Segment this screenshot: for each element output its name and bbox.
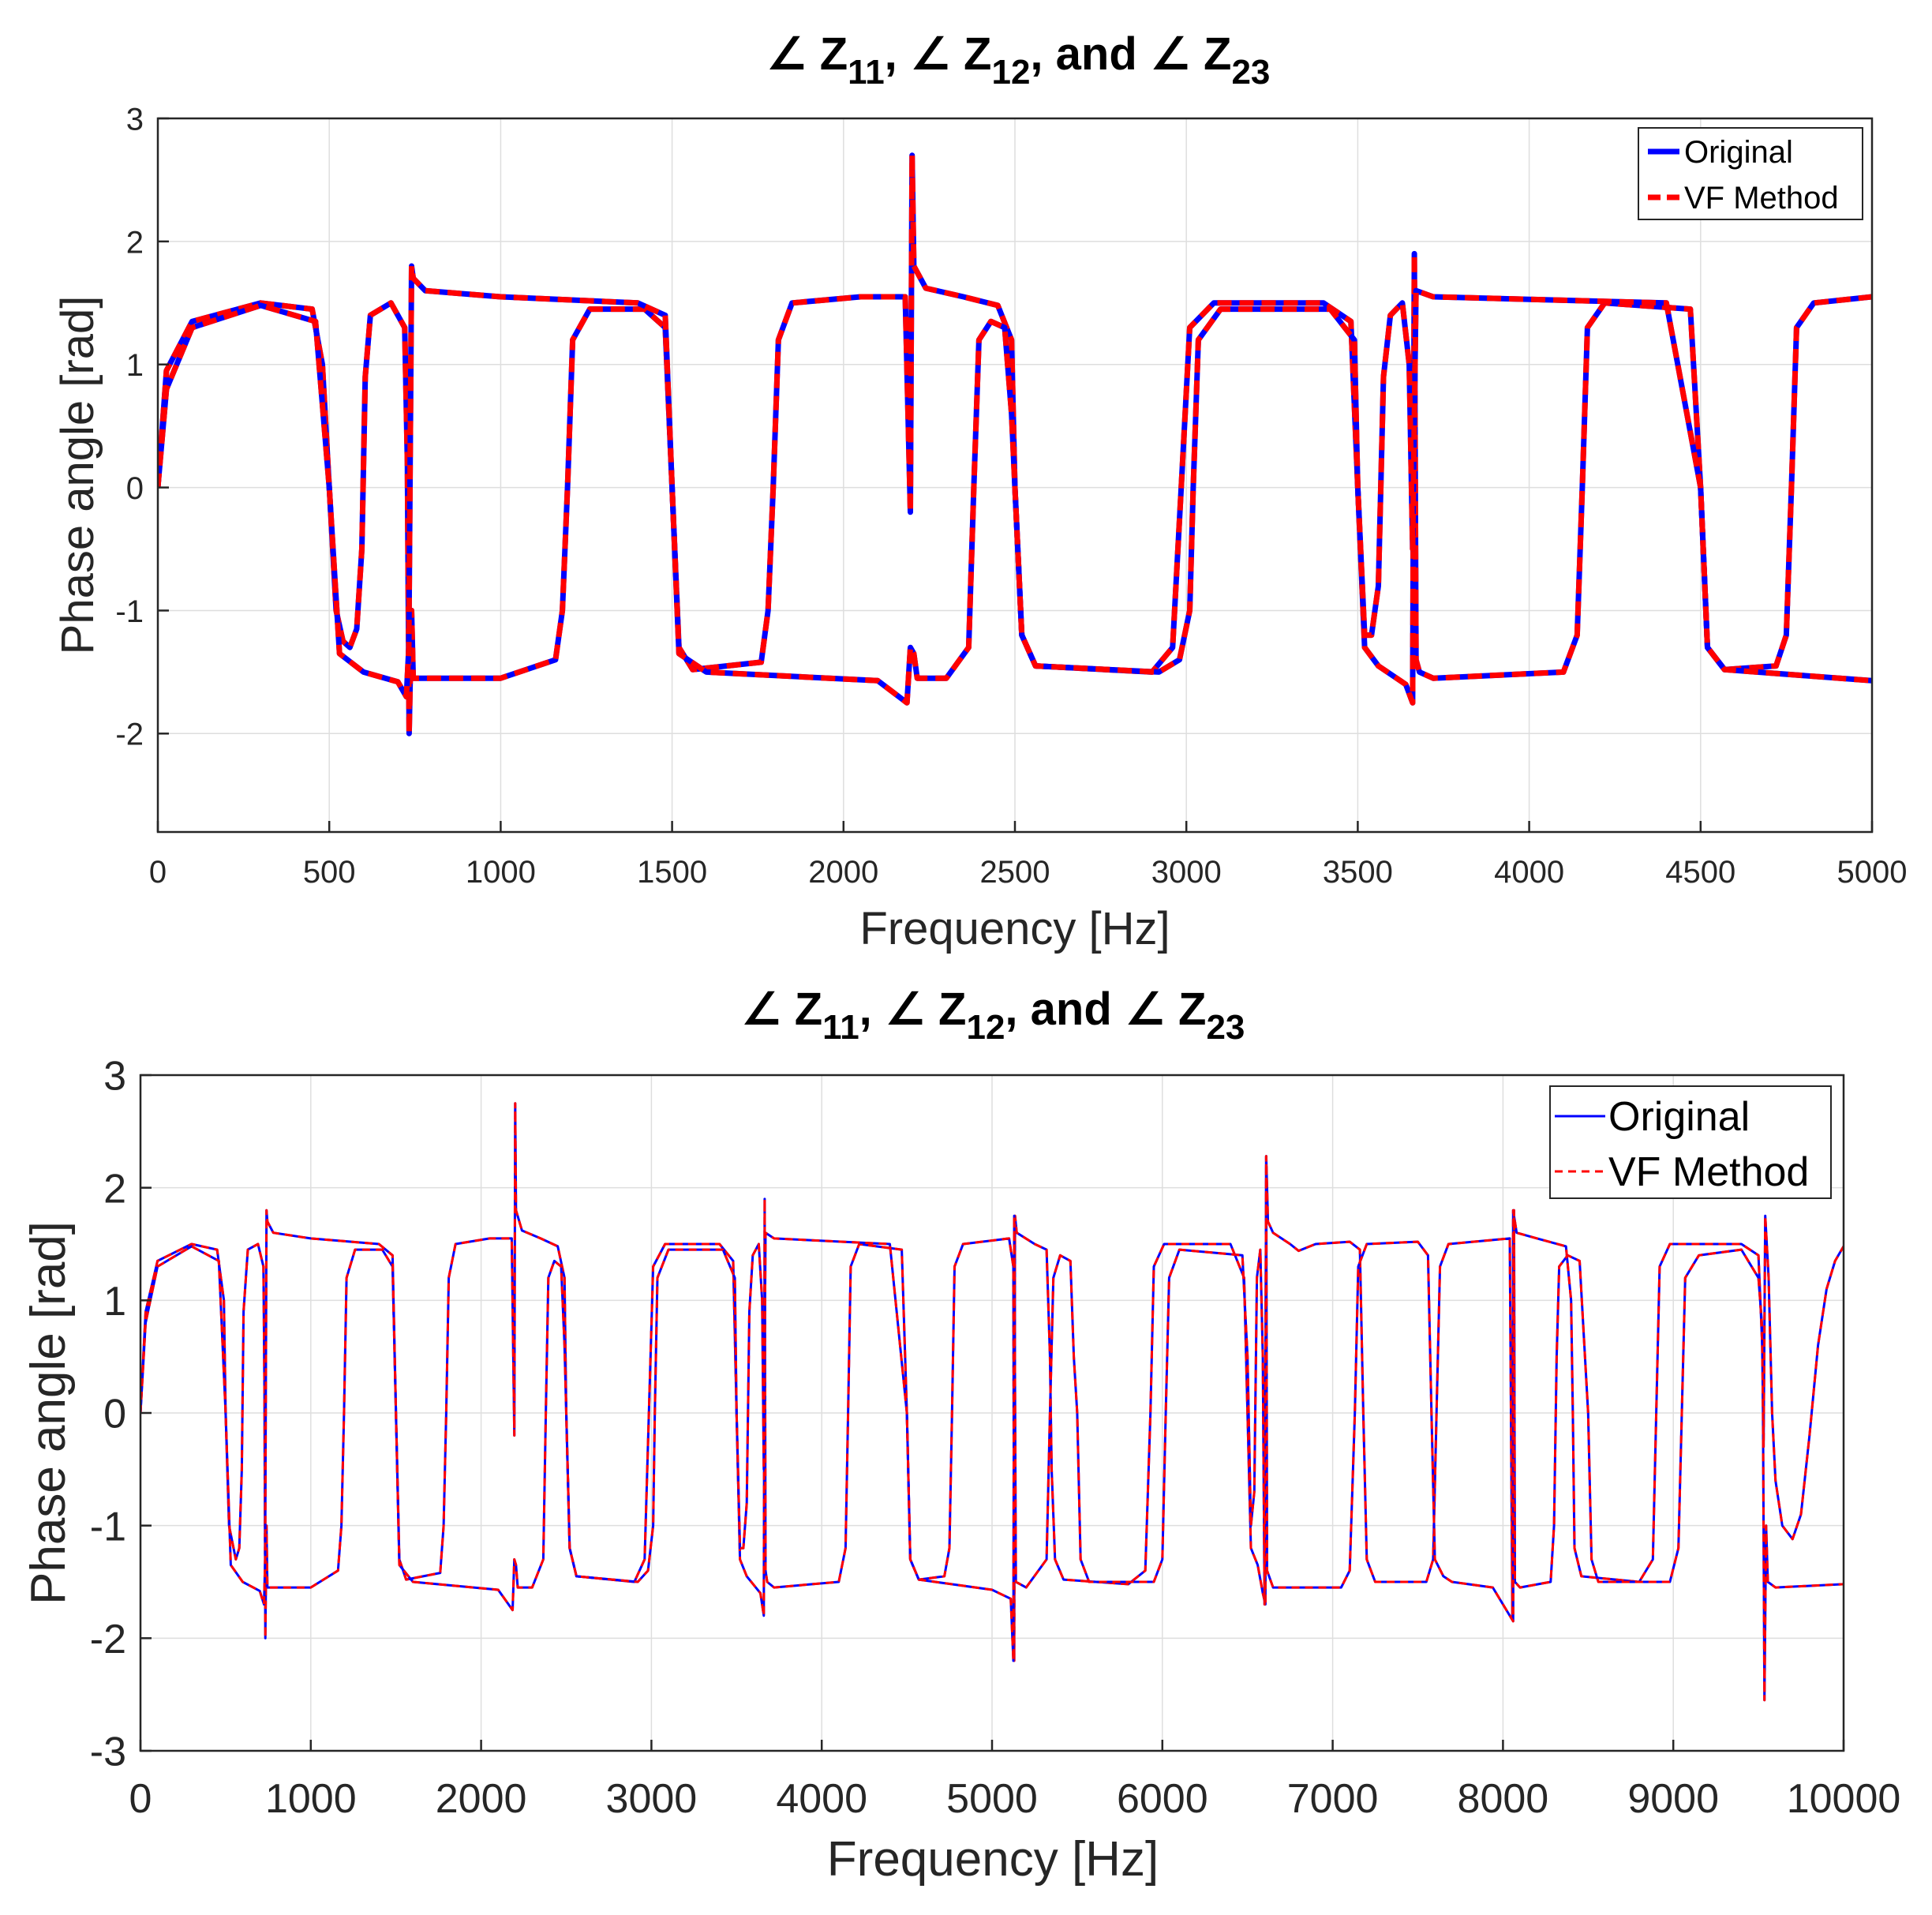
chart-1-ticks: 0 500 1000 1500 2000 2500 3000 3500 4000 4500 5000… bbox=[115, 102, 1907, 890]
chart-2-title: ∠ Z11, ∠ Z12, and ∠ Z23 bbox=[741, 984, 1245, 1047]
chart-1-ytick-label: 2 bbox=[126, 225, 144, 260]
chart-2-xtick-label: 8000 bbox=[1458, 1776, 1549, 1822]
chart-1: ∠ Z11, ∠ Z12, and ∠ Z23 0 500 1000 1500 2000… bbox=[52, 28, 1907, 954]
chart-1-series-vf-method-trace-1 bbox=[158, 152, 1872, 736]
chart-2-ytick-label: 2 bbox=[103, 1166, 126, 1212]
chart-1-series-vf-method-trace-2 bbox=[158, 263, 1872, 706]
chart-1-xtick-label: 2000 bbox=[808, 855, 878, 890]
chart-2-ytick-label: 3 bbox=[103, 1054, 126, 1100]
chart-1-legend: Original VF Method bbox=[1638, 127, 1863, 220]
chart-2-xtick-label: 9000 bbox=[1627, 1776, 1719, 1822]
chart-1-xtick-label: 5000 bbox=[1837, 855, 1908, 890]
chart-1-ylabel: Phase angle [rad] bbox=[52, 296, 103, 655]
chart-2-ytick-label: -2 bbox=[90, 1617, 126, 1662]
chart-1-xtick-label: 4500 bbox=[1665, 855, 1735, 890]
chart-2-xtick-label: 7000 bbox=[1287, 1776, 1379, 1822]
chart-2-xlabel: Frequency [Hz] bbox=[827, 1832, 1159, 1887]
chart-2-xtick-label: 6000 bbox=[1117, 1776, 1208, 1822]
chart-2-ytick-label: -1 bbox=[90, 1504, 126, 1550]
chart-2-xtick-label: 5000 bbox=[946, 1776, 1038, 1822]
chart-1-xtick-label: 500 bbox=[303, 855, 356, 890]
chart-1-xtick-label: 2500 bbox=[980, 855, 1050, 890]
chart-1-ytick-label: -1 bbox=[115, 594, 144, 629]
chart-2-ytick-label: 0 bbox=[103, 1392, 126, 1437]
chart-1-lines bbox=[158, 152, 1872, 736]
chart-2-ticks: 0 1000 2000 3000 4000 5000 6000 7000 8000 9000 100… bbox=[90, 1054, 1901, 1822]
chart-2-legend: Original VF Method bbox=[1549, 1085, 1832, 1199]
chart-2-ylabel: Phase angle [rad] bbox=[21, 1221, 76, 1605]
chart-2-lines bbox=[140, 1102, 1844, 1702]
chart-2-ytick-label: -3 bbox=[90, 1729, 126, 1775]
chart-1-xtick-label: 3500 bbox=[1323, 855, 1393, 890]
chart-2-xtick-label: 2000 bbox=[436, 1776, 527, 1822]
chart-2-xtick-label: 3000 bbox=[606, 1776, 698, 1822]
chart-2-xtick-label: 10000 bbox=[1787, 1776, 1901, 1822]
chart-2: ∠ Z11, ∠ Z12, and ∠ Z23 0 1000 2000 3000 400… bbox=[21, 984, 1900, 1887]
chart-1-xlabel: Frequency [Hz] bbox=[859, 903, 1170, 954]
chart-1-ytick-label: 1 bbox=[126, 348, 144, 383]
chart-1-xtick-label: 3000 bbox=[1151, 855, 1222, 890]
chart-1-ytick-label: 3 bbox=[126, 102, 144, 137]
chart-2-xtick-label: 4000 bbox=[776, 1776, 867, 1822]
chart-1-xtick-label: 1000 bbox=[466, 855, 536, 890]
chart-1-ytick-label: -2 bbox=[115, 718, 144, 752]
chart-1-ytick-label: 0 bbox=[126, 471, 144, 506]
chart-1-title: ∠ Z11, ∠ Z12, and ∠ Z23 bbox=[766, 28, 1271, 92]
chart-1-xtick-label: 0 bbox=[149, 855, 167, 890]
chart-2-legend-box bbox=[1549, 1085, 1832, 1199]
chart-2-xtick-label: 0 bbox=[129, 1776, 152, 1822]
chart-1-legend-box bbox=[1638, 127, 1863, 220]
chart-1-legend-original-label: Original bbox=[1684, 135, 1793, 170]
chart-2-xtick-label: 1000 bbox=[265, 1776, 357, 1822]
chart-2-legend-vf-label: VF Method bbox=[1608, 1149, 1809, 1195]
chart-2-series-vf-method-trace-2 bbox=[140, 1155, 1844, 1662]
chart-1-xtick-label: 1500 bbox=[637, 855, 707, 890]
chart-2-ytick-label: 1 bbox=[103, 1279, 126, 1325]
chart-1-xtick-label: 4000 bbox=[1494, 855, 1564, 890]
chart-1-legend-vf-label: VF Method bbox=[1684, 181, 1839, 215]
chart-2-legend-original-label: Original bbox=[1608, 1094, 1750, 1140]
